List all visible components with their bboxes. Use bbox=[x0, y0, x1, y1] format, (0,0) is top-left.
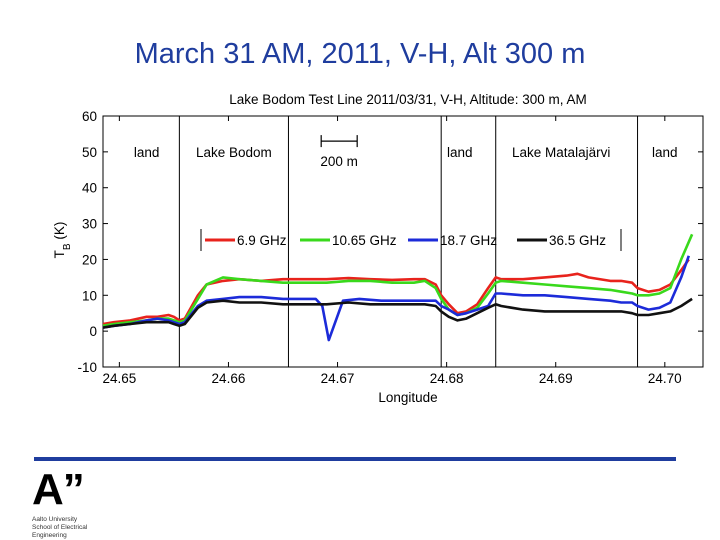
region-label-4: land bbox=[652, 145, 678, 160]
x-tick-label-0: 24.65 bbox=[102, 371, 136, 386]
series-line-0 bbox=[102, 258, 690, 326]
plot-area-frame bbox=[102, 115, 704, 368]
y-tick-label-3: 30 bbox=[82, 217, 97, 232]
logo-line-university: Aalto University bbox=[32, 516, 78, 523]
chart-title: Lake Bodom Test Line 2011/03/31, V-H, Al… bbox=[229, 92, 586, 107]
y-tick-label-4: 20 bbox=[82, 252, 97, 267]
aalto-logo: A” Aalto University School of Electrical… bbox=[32, 468, 122, 540]
series-line-1 bbox=[102, 233, 694, 328]
y-axis-label-unit: (K) bbox=[52, 222, 67, 244]
x-tick-label-4: 24.69 bbox=[539, 371, 573, 386]
x-axis-label: Longitude bbox=[378, 390, 437, 405]
footer-rule bbox=[34, 457, 676, 461]
series-line-3 bbox=[102, 297, 693, 329]
y-axis-label-subscript: B bbox=[62, 243, 73, 250]
y-tick-label-7: -10 bbox=[77, 360, 97, 375]
logo-text: Aalto University School of Electrical En… bbox=[32, 516, 122, 540]
scale-bar-label: 200 m bbox=[320, 154, 358, 169]
slide-title: March 31 AM, 2011, V-H, Alt 300 m bbox=[134, 38, 586, 70]
region-label-3: Lake Matalajärvi bbox=[512, 145, 610, 160]
x-tick-label-5: 24.70 bbox=[648, 371, 682, 386]
legend-label-3: 36.5 GHz bbox=[549, 233, 606, 248]
x-tick-label-2: 24.67 bbox=[321, 371, 355, 386]
y-tick-label-5: 10 bbox=[82, 288, 97, 303]
y-axis-label: TB (K) bbox=[52, 222, 73, 259]
logo-line-department: Engineering bbox=[32, 532, 67, 539]
y-tick-label-0: 60 bbox=[82, 109, 97, 124]
logo-mark: A” bbox=[32, 465, 85, 514]
legend-label-1: 10.65 GHz bbox=[332, 233, 397, 248]
x-tick-label-3: 24.68 bbox=[430, 371, 464, 386]
y-tick-label-1: 50 bbox=[82, 145, 97, 160]
region-label-2: land bbox=[447, 145, 473, 160]
series-line-2 bbox=[102, 255, 691, 342]
line-chart: 60 50 40 30 20 10 0 -10 24.65 24.66 24.67 24.68 24.6… bbox=[52, 92, 704, 405]
y-axis-label-main: T bbox=[52, 250, 67, 258]
y-tick-label-2: 40 bbox=[82, 181, 97, 196]
legend-label-2: 18.7 GHz bbox=[440, 233, 497, 248]
y-tick-label-6: 0 bbox=[89, 324, 97, 339]
logo-line-school: School of Electrical bbox=[32, 524, 88, 531]
region-label-1: Lake Bodom bbox=[196, 145, 272, 160]
x-tick-label-1: 24.66 bbox=[212, 371, 246, 386]
legend-label-0: 6.9 GHz bbox=[237, 233, 287, 248]
region-label-0: land bbox=[134, 145, 160, 160]
